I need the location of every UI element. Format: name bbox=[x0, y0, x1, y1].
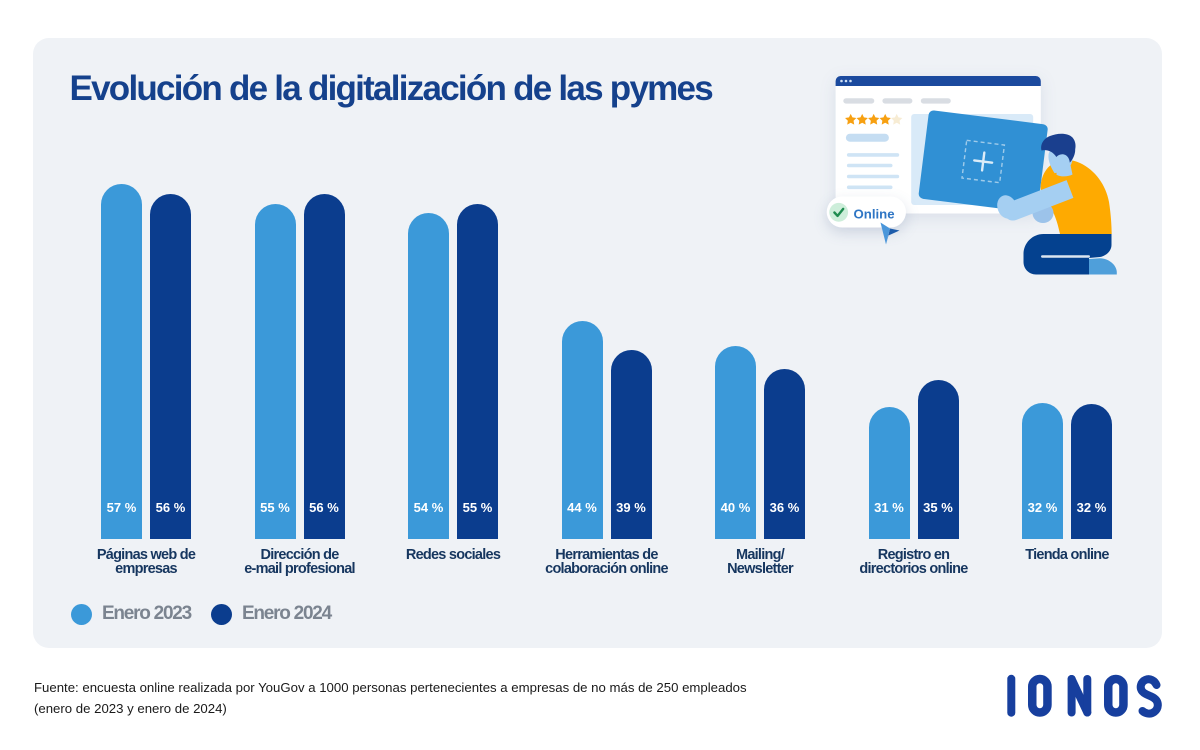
svg-text:Online: Online bbox=[854, 207, 895, 222]
